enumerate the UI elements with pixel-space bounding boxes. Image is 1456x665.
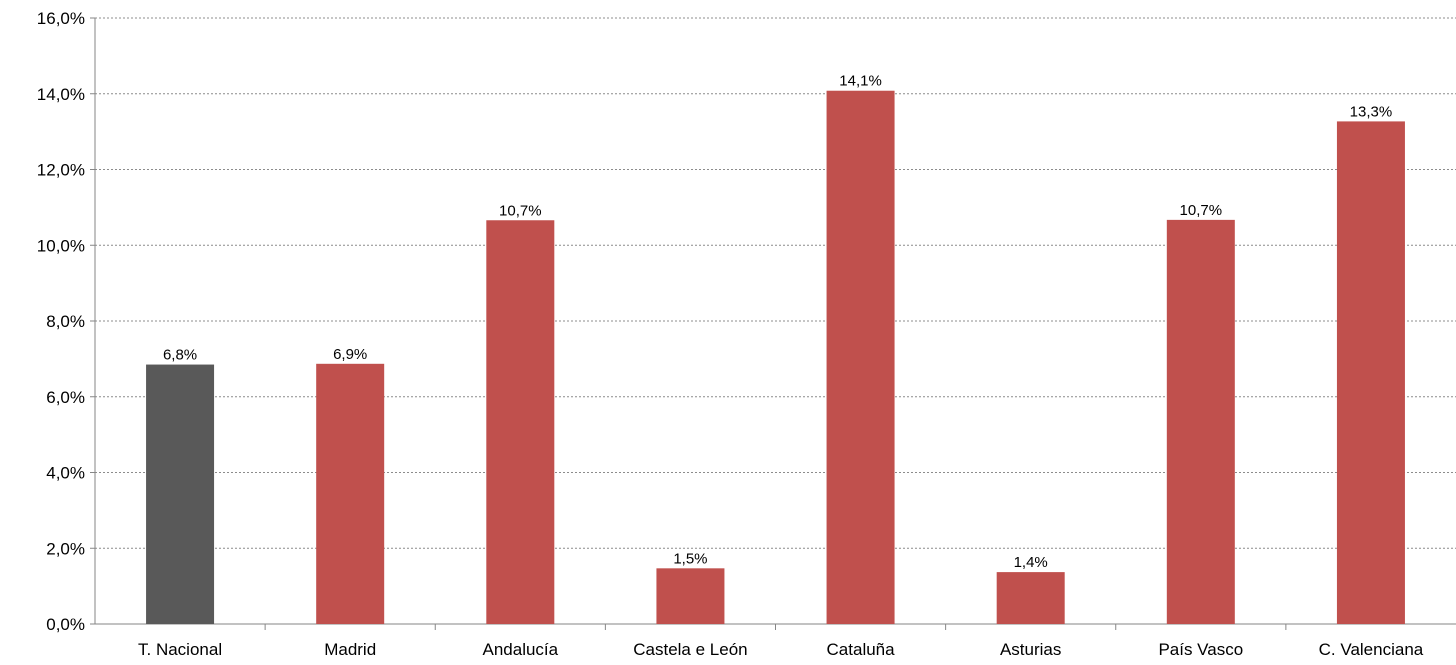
axes: [90, 18, 1456, 630]
y-tick-label: 6,0%: [46, 388, 85, 407]
data-label: 1,5%: [673, 550, 707, 567]
data-label: 6,8%: [163, 347, 197, 364]
bar: [997, 572, 1065, 624]
data-label: 1,4%: [1014, 554, 1048, 571]
x-tick-label: Cataluña: [827, 640, 896, 659]
x-tick-label: Asturias: [1000, 640, 1061, 659]
y-tick-label: 10,0%: [37, 236, 85, 255]
x-tick-label: Andalucía: [483, 640, 559, 659]
data-label: 10,7%: [499, 202, 542, 219]
bar: [827, 91, 895, 624]
x-tick-label: País Vasco: [1158, 640, 1243, 659]
x-tick-label: Castela e León: [633, 640, 747, 659]
y-tick-label: 8,0%: [46, 312, 85, 331]
data-label: 10,7%: [1180, 202, 1223, 219]
x-tick-labels: T. Nacional Madrid Andalucía Castela e León…: [138, 640, 1424, 659]
y-tick-label: 2,0%: [46, 539, 85, 558]
y-tick-label: 4,0%: [46, 464, 85, 483]
data-label: 14,1%: [839, 73, 882, 90]
x-tick-label: Madrid: [324, 640, 376, 659]
y-tick-label: 0,0%: [46, 615, 85, 634]
data-label: 6,9%: [333, 346, 367, 363]
data-label: 13,3%: [1350, 103, 1393, 120]
gridlines: [95, 18, 1456, 548]
y-tick-label: 14,0%: [37, 85, 85, 104]
y-tick-label: 12,0%: [37, 161, 85, 180]
y-tick-labels: 0,0% 2,0% 4,0% 6,0% 8,0% 10,0% 12,0% 14,0% 16,0%: [37, 9, 85, 634]
bar: [1167, 220, 1235, 624]
y-tick-label: 16,0%: [37, 9, 85, 28]
bar: [486, 220, 554, 624]
bar: [316, 364, 384, 624]
bar: [656, 568, 724, 624]
x-tick-label: C. Valenciana: [1319, 640, 1424, 659]
x-tick-label: T. Nacional: [138, 640, 222, 659]
bar: [146, 365, 214, 624]
bar: [1337, 121, 1405, 624]
